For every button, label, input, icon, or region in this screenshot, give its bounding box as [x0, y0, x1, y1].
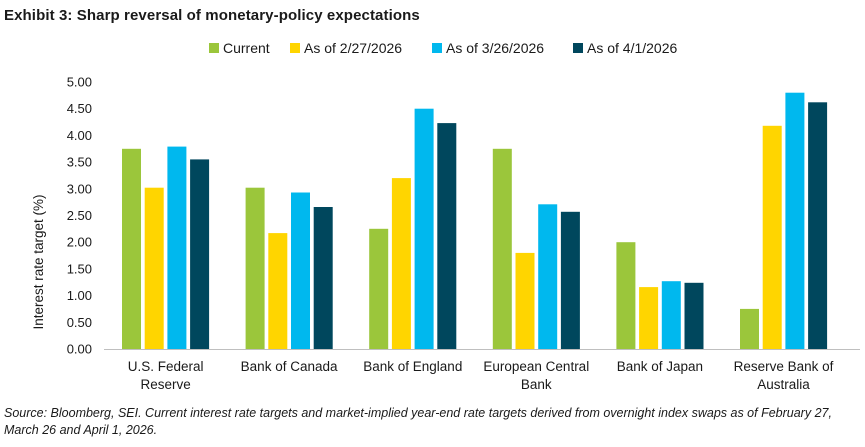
y-tick-label: 2.50 [67, 208, 92, 223]
bar-as-of-2-27-2026 [144, 187, 164, 349]
bar-as-of-2-27-2026 [639, 287, 659, 349]
y-axis: 0.00 0.50 1.00 1.50 2.00 2.50 3.00 3.50 4.00 4.50… [67, 75, 92, 357]
y-axis-title: Interest rate target (%) [31, 194, 46, 329]
bar-as-of-4-1-2026 [190, 159, 210, 349]
bar-as-of-2-27-2026 [268, 233, 288, 349]
x-category-label: Bank of Japan [617, 359, 703, 374]
bar-as-of-4-1-2026 [560, 211, 580, 349]
y-tick-label: 0.00 [67, 342, 92, 357]
bar-current [492, 148, 512, 350]
bar-current [122, 148, 141, 350]
chart-title: Exhibit 3: Sharp reversal of monetary-po… [4, 7, 420, 24]
x-category-label: European Central Bank [483, 359, 589, 392]
bar-current [740, 308, 759, 349]
y-tick-label: 1.50 [67, 261, 92, 276]
bar-as-of-4-1-2026 [437, 123, 457, 349]
bar-as-of-3-26-2026 [167, 146, 187, 349]
legend-label: As of 3/26/2026 [446, 40, 544, 56]
legend-label: As of 4/1/2026 [587, 40, 678, 56]
x-category-label: U.S. Federal Reserve [128, 359, 204, 392]
bar-current [245, 187, 265, 349]
bar-as-of-2-27-2026 [391, 178, 411, 349]
bar-as-of-2-27-2026 [762, 125, 782, 349]
bar-as-of-3-26-2026 [291, 192, 310, 349]
bar-current [369, 228, 389, 349]
y-tick-label: 1.00 [67, 288, 92, 303]
y-tick-label: 3.50 [67, 155, 92, 170]
bar-as-of-3-26-2026 [414, 108, 434, 349]
bar-as-of-3-26-2026 [661, 281, 681, 349]
bar-as-of-3-26-2026 [785, 92, 805, 349]
legend-swatch [209, 43, 219, 53]
bar-current [616, 242, 636, 349]
x-category-label: Bank of Canada [241, 359, 338, 374]
y-tick-label: 2.00 [67, 235, 92, 250]
legend-label: Current [223, 40, 270, 56]
bar-as-of-4-1-2026 [684, 282, 704, 349]
bar-as-of-2-27-2026 [515, 252, 535, 349]
legend-swatch [432, 43, 442, 53]
y-tick-label: 4.00 [67, 128, 92, 143]
bar-as-of-3-26-2026 [538, 204, 558, 349]
source-note: Source: Bloomberg, SEI. Current interest… [4, 406, 832, 437]
legend-label: As of 2/27/2026 [304, 40, 402, 56]
x-axis: U.S. Federal Reserve Bank of Canada Bank of… [104, 349, 860, 392]
legend: Current As of 2/27/2026 As of 3/26/2026 As … [209, 40, 678, 56]
legend-swatch [290, 43, 300, 53]
x-category-label: Bank of England [363, 359, 462, 374]
bar-as-of-4-1-2026 [808, 102, 828, 349]
y-tick-label: 5.00 [67, 75, 92, 90]
bar-as-of-4-1-2026 [313, 207, 333, 349]
legend-swatch [573, 43, 583, 53]
y-tick-label: 3.00 [67, 181, 92, 196]
bars [122, 92, 828, 350]
y-tick-label: 4.50 [67, 101, 92, 116]
y-tick-label: 0.50 [67, 315, 92, 330]
x-category-label: Reserve Bank of Australia [734, 359, 834, 392]
